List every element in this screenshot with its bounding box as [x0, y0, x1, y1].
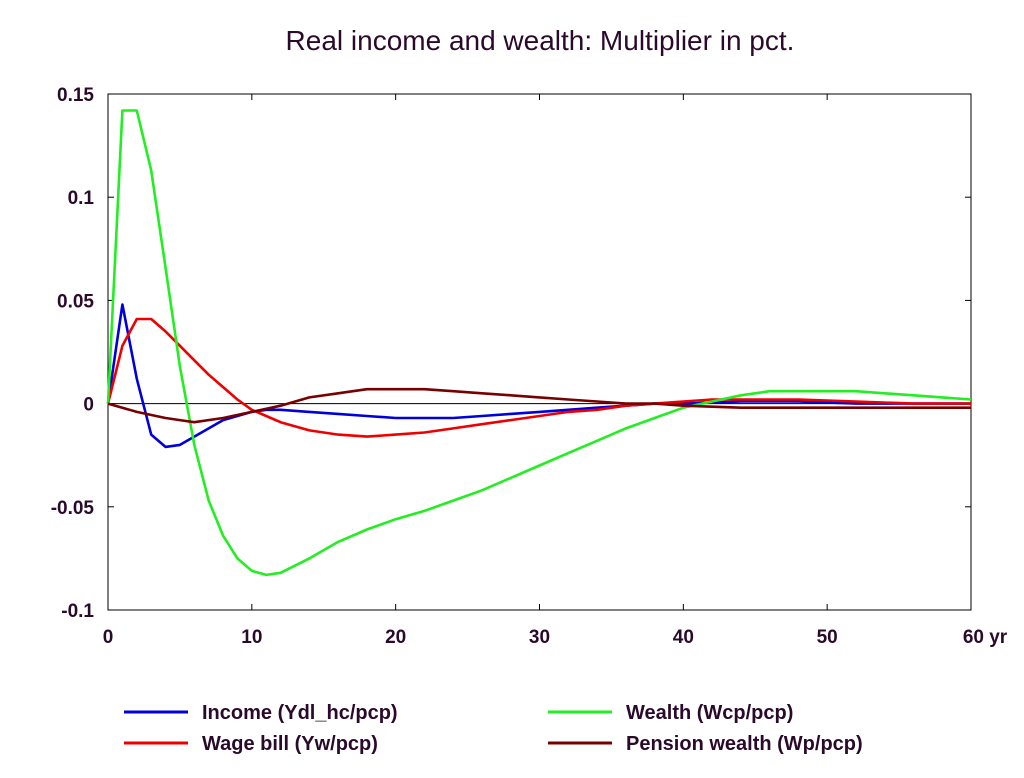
- x-tick-label: 60 yr: [963, 627, 1008, 648]
- series-line-2: [106, 317, 971, 438]
- y-tick-label: 0.15: [57, 85, 94, 106]
- legend: Income (Ydl_hc/pcp) Wage bill (Yw/pcp) Wea…: [124, 702, 863, 755]
- x-tick-label: 40: [673, 627, 694, 648]
- legend-label-1: Income (Ydl_hc/pcp): [202, 702, 398, 724]
- legend-label-3: Wealth (Wcp/pcp): [626, 702, 793, 724]
- legend-label-4: Pension wealth (Wp/pcp): [626, 733, 863, 755]
- plot-area: 0.15 0.1 0.05 0 -0.05 -0.1 0 10 20 30 40 50 60 yr: [51, 85, 1008, 648]
- series-line-1: [106, 303, 971, 449]
- y-tick-label: 0.05: [57, 291, 94, 312]
- y-tick-label: -0.05: [51, 498, 95, 519]
- plot-frame: [107, 93, 972, 611]
- series-line-4: [107, 387, 971, 424]
- y-tick-label: -0.1: [61, 601, 94, 622]
- legend-label-2: Wage bill (Yw/pcp): [202, 733, 378, 755]
- x-tick-label: 50: [817, 627, 838, 648]
- chart-title: Real income and wealth: Multiplier in pc…: [286, 25, 795, 56]
- x-tick-label: 0: [103, 627, 114, 648]
- y-tick-label: 0.1: [68, 188, 95, 209]
- x-tick-label: 20: [385, 627, 406, 648]
- series-line-3: [106, 109, 972, 577]
- y-tick-label: 0: [83, 395, 94, 416]
- x-tick-label: 10: [241, 627, 262, 648]
- x-tick-label: 30: [529, 627, 550, 648]
